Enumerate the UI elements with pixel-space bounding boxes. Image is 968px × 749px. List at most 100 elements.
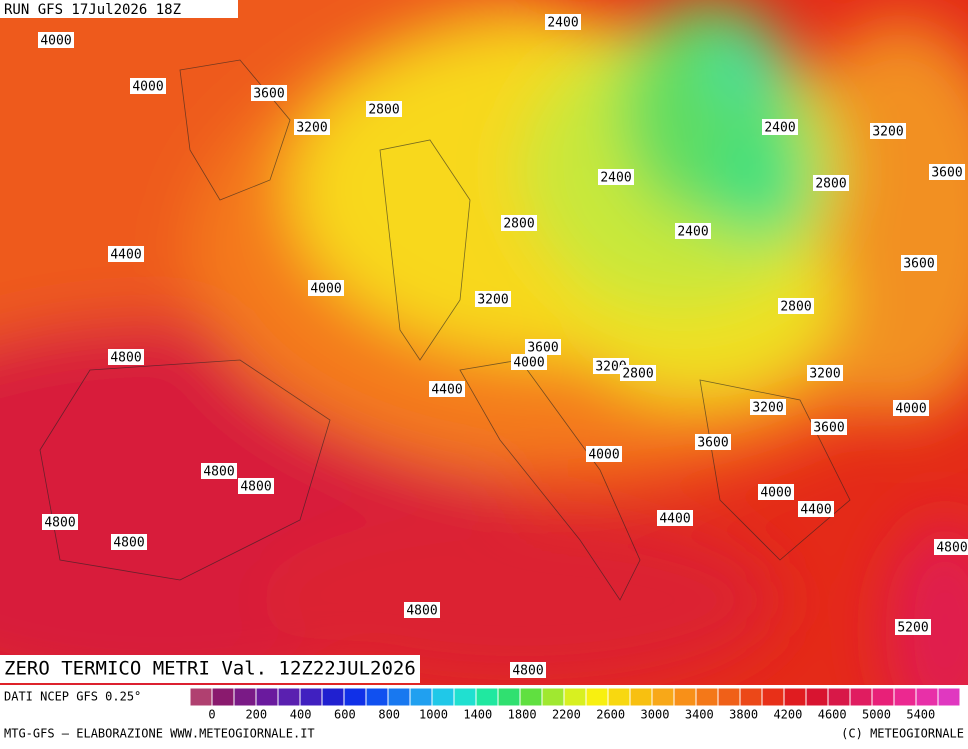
contour-label: 3200 bbox=[752, 401, 783, 416]
contour-label-box bbox=[929, 164, 965, 180]
legend-tick-label: 1000 bbox=[419, 708, 448, 722]
legend-swatch bbox=[321, 687, 345, 707]
legend-tick-label: 4200 bbox=[773, 708, 802, 722]
contour-label: 4800 bbox=[203, 465, 234, 480]
contour-label-box bbox=[510, 662, 546, 678]
contour-label: 4000 bbox=[895, 402, 926, 417]
contour-label-box bbox=[758, 484, 794, 500]
contour-label: 3600 bbox=[903, 257, 934, 272]
contour-label-box bbox=[807, 365, 843, 381]
contour-label: 4000 bbox=[40, 34, 71, 49]
contour-label: 3200 bbox=[872, 125, 903, 140]
legend-tick-label: 4600 bbox=[818, 708, 847, 722]
contour-label-box bbox=[38, 32, 74, 48]
legend-tick-label: 800 bbox=[378, 708, 400, 722]
contour-label: 3600 bbox=[931, 166, 962, 181]
contour-label: 3200 bbox=[595, 360, 626, 375]
legend-swatch bbox=[475, 687, 499, 707]
legend-swatch bbox=[387, 687, 411, 707]
contour-label-box bbox=[475, 291, 511, 307]
legend-tick-label: 0 bbox=[208, 708, 215, 722]
legend-swatch bbox=[453, 687, 477, 707]
contour-label-box bbox=[586, 446, 622, 462]
contour-label: 4400 bbox=[431, 383, 462, 398]
legend-swatch bbox=[761, 687, 785, 707]
contour-label-box bbox=[294, 119, 330, 135]
legend-swatch bbox=[673, 687, 697, 707]
legend-swatch bbox=[805, 687, 829, 707]
contour-label: 4000 bbox=[513, 356, 544, 371]
legend-swatch bbox=[695, 687, 719, 707]
contour-label: 4000 bbox=[588, 448, 619, 463]
legend-tick-label: 5000 bbox=[862, 708, 891, 722]
legend-swatch bbox=[519, 687, 543, 707]
contour-label: 2400 bbox=[677, 225, 708, 240]
legend-swatch bbox=[651, 687, 675, 707]
contour-label: 2800 bbox=[815, 177, 846, 192]
contour-label-box bbox=[695, 434, 731, 450]
contour-label-box bbox=[657, 510, 693, 526]
contour-label-box bbox=[42, 514, 78, 530]
contour-label: 4000 bbox=[132, 80, 163, 95]
contour-label-box bbox=[811, 419, 847, 435]
contour-label-box bbox=[675, 223, 711, 239]
contour-label: 2800 bbox=[622, 367, 653, 382]
contour-label-box bbox=[501, 215, 537, 231]
legend-swatch bbox=[827, 687, 851, 707]
legend-tick-label: 1800 bbox=[508, 708, 537, 722]
legend-swatch bbox=[893, 687, 917, 707]
contour-label: 2400 bbox=[600, 171, 631, 186]
contour-label: 2400 bbox=[764, 121, 795, 136]
legend-tick-label: 3800 bbox=[729, 708, 758, 722]
legend-swatch bbox=[233, 687, 257, 707]
legend-swatch bbox=[189, 687, 213, 707]
legend-swatch bbox=[783, 687, 807, 707]
legend-swatch bbox=[365, 687, 389, 707]
contour-label-box bbox=[404, 602, 440, 618]
legend-swatch bbox=[849, 687, 873, 707]
legend-swatch bbox=[541, 687, 565, 707]
legend-tick-label: 5400 bbox=[906, 708, 935, 722]
contour-label: 5200 bbox=[897, 621, 928, 636]
contour-label: 4000 bbox=[760, 486, 791, 501]
contour-label: 4800 bbox=[936, 541, 967, 556]
contour-label: 4400 bbox=[659, 512, 690, 527]
contour-label: 3600 bbox=[527, 341, 558, 356]
legend-swatch bbox=[497, 687, 521, 707]
contour-label-box bbox=[429, 381, 465, 397]
contour-label-box bbox=[620, 365, 656, 381]
footer-right: (C) METEOGIORNALE bbox=[841, 727, 964, 741]
contour-label-box bbox=[366, 101, 402, 117]
contour-label: 3200 bbox=[809, 367, 840, 382]
contour-label: 4400 bbox=[110, 248, 141, 263]
legend-tick-label: 600 bbox=[334, 708, 356, 722]
contour-label-box bbox=[238, 478, 274, 494]
contour-label-box bbox=[813, 175, 849, 191]
contour-label-box bbox=[111, 534, 147, 550]
contour-label: 4400 bbox=[800, 503, 831, 518]
legend-swatch bbox=[607, 687, 631, 707]
source-label: DATI NCEP GFS 0.25° bbox=[4, 690, 141, 704]
contour-label: 2800 bbox=[368, 103, 399, 118]
contour-label-box bbox=[798, 501, 834, 517]
contour-label: 4800 bbox=[240, 480, 271, 495]
legend-swatch bbox=[871, 687, 895, 707]
contour-label-box bbox=[545, 14, 581, 30]
contour-label: 4800 bbox=[44, 516, 75, 531]
contour-label-box bbox=[762, 119, 798, 135]
legend-swatch bbox=[717, 687, 741, 707]
legend-tick-label: 400 bbox=[290, 708, 312, 722]
legend-swatch bbox=[937, 687, 961, 707]
contour-label-box bbox=[895, 619, 931, 635]
contour-label-box bbox=[901, 255, 937, 271]
contour-label: 3200 bbox=[296, 121, 327, 136]
legend-swatch bbox=[343, 687, 367, 707]
legend-swatch bbox=[629, 687, 653, 707]
legend-swatch bbox=[409, 687, 433, 707]
contour-label-box bbox=[308, 280, 344, 296]
contour-label: 4800 bbox=[512, 664, 543, 679]
legend-swatch bbox=[739, 687, 763, 707]
contour-label-box bbox=[525, 339, 561, 355]
contour-label: 3200 bbox=[477, 293, 508, 308]
